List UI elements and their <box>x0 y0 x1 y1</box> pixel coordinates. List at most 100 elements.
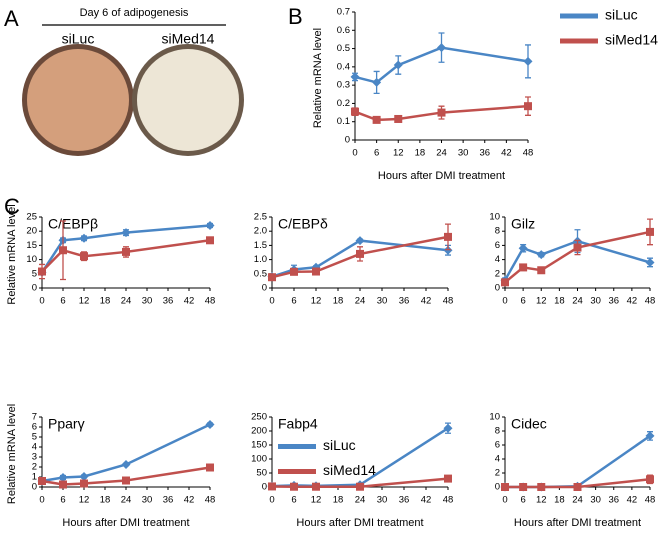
y-tick-label: 0.1 <box>337 116 350 127</box>
x-tick-label: 12 <box>311 495 322 506</box>
x-tick-label: 6 <box>374 148 379 159</box>
data-point <box>206 236 214 245</box>
data-point <box>444 232 452 241</box>
legend-label: siMed14 <box>605 32 658 48</box>
data-point <box>121 460 131 469</box>
y-tick-label: 20 <box>26 226 37 237</box>
y-tick-label: 50 <box>256 468 267 479</box>
y-tick-label: 2 <box>32 462 37 473</box>
y-tick-label: 200 <box>251 426 267 437</box>
y-tick-label: 0.4 <box>337 61 350 72</box>
x-tick-label: 12 <box>536 495 547 506</box>
data-point <box>645 431 655 441</box>
data-point <box>501 278 509 287</box>
chart-title: Fabp4 <box>278 416 318 432</box>
x-tick-label: 48 <box>523 148 534 159</box>
x-tick-label: 6 <box>291 296 296 307</box>
data-point <box>573 483 582 491</box>
x-axis-label: Hours after DMI treatment <box>378 170 505 182</box>
x-tick-label: 48 <box>443 495 454 506</box>
data-point <box>38 477 46 485</box>
y-tick-label: 10 <box>489 412 500 423</box>
chart-title: Pparγ <box>48 416 85 432</box>
y-tick-label: 2 <box>495 468 500 479</box>
x-tick-label: 48 <box>205 495 216 506</box>
x-tick-label: 48 <box>443 296 454 307</box>
panel-label: C <box>4 194 20 219</box>
chart-title: Gilz <box>511 216 535 232</box>
data-point <box>523 56 533 66</box>
y-axis-label: Relative mRNA level <box>6 204 18 304</box>
data-point <box>536 250 546 260</box>
x-tick-label: 30 <box>377 296 388 307</box>
x-tick-label: 0 <box>502 296 507 307</box>
legend-label: siLuc <box>605 7 638 23</box>
data-point <box>290 267 298 276</box>
x-tick-label: 18 <box>554 495 565 506</box>
x-axis-label: Hours after DMI treatment <box>296 517 423 529</box>
x-tick-label: 30 <box>590 495 601 506</box>
x-tick-label: 12 <box>393 148 404 159</box>
x-tick-label: 18 <box>100 495 111 506</box>
y-tick-label: 25 <box>26 212 37 223</box>
y-tick-label: 4 <box>495 254 500 265</box>
data-point <box>312 267 320 276</box>
y-tick-label: 1 <box>32 472 37 483</box>
data-point <box>393 60 403 70</box>
x-tick-label: 30 <box>590 296 601 307</box>
y-tick-label: 2 <box>495 268 500 279</box>
y-tick-label: 6 <box>32 422 37 433</box>
data-point <box>444 474 452 483</box>
y-tick-label: 100 <box>251 454 267 465</box>
x-tick-label: 12 <box>79 296 90 307</box>
y-tick-label: 5 <box>32 268 37 279</box>
x-tick-label: 48 <box>645 296 656 307</box>
series-line <box>505 434 651 489</box>
y-tick-label: 0 <box>495 283 500 294</box>
x-tick-label: 18 <box>554 296 565 307</box>
data-point <box>501 483 509 491</box>
data-point <box>268 273 276 282</box>
x-tick-label: 36 <box>479 148 490 159</box>
dish-stained <box>27 49 129 151</box>
x-tick-label: 36 <box>163 495 174 506</box>
panel-a-header: Day 6 of adipogenesis <box>80 7 189 19</box>
x-tick-label: 6 <box>60 296 65 307</box>
x-tick-label: 42 <box>421 296 432 307</box>
y-tick-label: 6 <box>495 440 500 451</box>
legend-label: siLuc <box>323 437 356 453</box>
data-point <box>205 221 215 231</box>
data-point <box>519 263 528 272</box>
dish-label: siLuc <box>62 31 95 47</box>
x-tick-label: 48 <box>645 495 656 506</box>
y-tick-label: 2.5 <box>254 212 267 223</box>
panel-label: A <box>4 6 19 31</box>
x-tick-label: 18 <box>333 495 344 506</box>
x-tick-label: 6 <box>60 495 65 506</box>
x-tick-label: 0 <box>39 495 44 506</box>
x-tick-label: 0 <box>502 495 507 506</box>
data-point <box>58 473 68 482</box>
y-tick-label: 0 <box>262 482 267 493</box>
data-point <box>372 77 382 87</box>
data-point <box>537 266 546 275</box>
x-tick-label: 18 <box>100 296 111 307</box>
y-axis-label: Relative mRNA level <box>312 28 324 128</box>
data-point <box>59 480 67 489</box>
data-point <box>38 267 46 276</box>
data-point <box>290 482 298 491</box>
y-axis-label: Relative mRNA level <box>6 404 18 504</box>
x-tick-label: 12 <box>311 296 322 307</box>
y-tick-label: 0 <box>495 482 500 493</box>
chart-title: C/EBPδ <box>278 216 328 232</box>
x-tick-label: 42 <box>627 296 638 307</box>
data-point <box>645 257 655 267</box>
data-point <box>646 475 654 484</box>
x-tick-label: 12 <box>79 495 90 506</box>
x-tick-label: 24 <box>121 296 132 307</box>
x-tick-label: 6 <box>520 296 525 307</box>
x-tick-label: 24 <box>355 495 366 506</box>
x-axis-label: Hours after DMI treatment <box>514 517 641 529</box>
data-point <box>80 252 88 261</box>
data-point <box>524 102 532 111</box>
